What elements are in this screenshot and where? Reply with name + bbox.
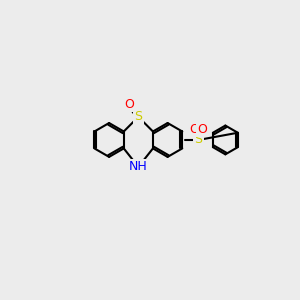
Text: O: O (190, 123, 200, 136)
Text: NH: NH (129, 160, 148, 173)
Text: S: S (194, 134, 202, 146)
Text: O: O (197, 123, 207, 136)
Text: S: S (134, 110, 142, 123)
Text: O: O (124, 98, 134, 111)
